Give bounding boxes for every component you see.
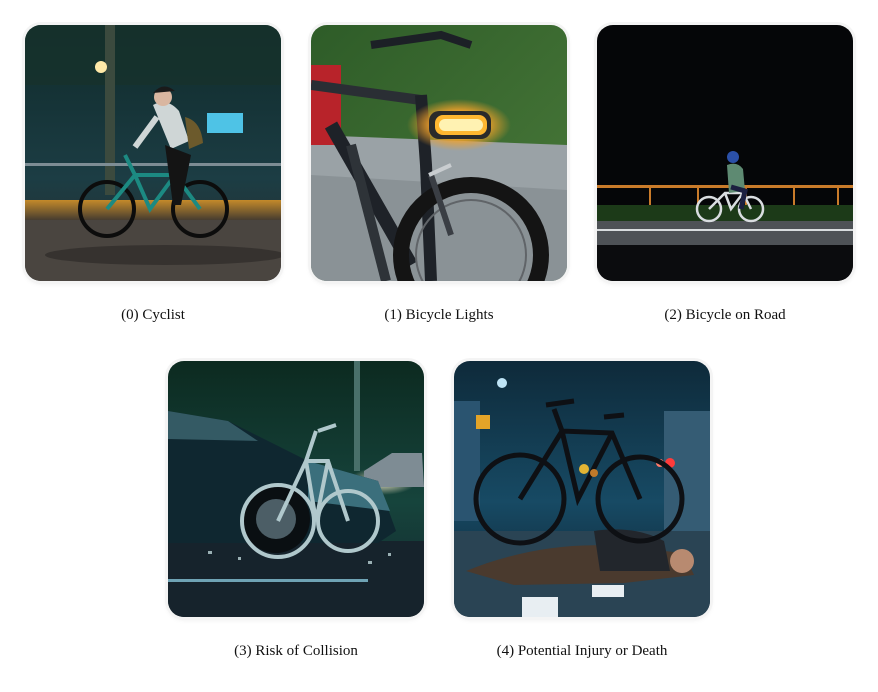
image-cyclist <box>25 25 281 281</box>
caption-bicycle-on-road: (2) Bicycle on Road <box>664 307 786 323</box>
image-risk-of-collision <box>168 361 424 617</box>
image-bicycle-on-road <box>597 25 853 281</box>
caption-cyclist: (0) Cyclist <box>121 307 185 323</box>
cyclist-illustration <box>25 25 281 281</box>
caption-potential-injury: (4) Potential Injury or Death <box>496 643 668 659</box>
image-potential-injury <box>454 361 710 617</box>
bicycle-on-road-illustration <box>597 25 853 281</box>
caption-risk-of-collision: (3) Risk of Collision <box>234 643 358 659</box>
potential-injury-illustration <box>454 361 710 617</box>
bicycle-lights-illustration <box>311 25 567 281</box>
risk-of-collision-illustration <box>168 361 424 617</box>
image-bicycle-lights <box>311 25 567 281</box>
caption-bicycle-lights: (1) Bicycle Lights <box>384 307 494 323</box>
